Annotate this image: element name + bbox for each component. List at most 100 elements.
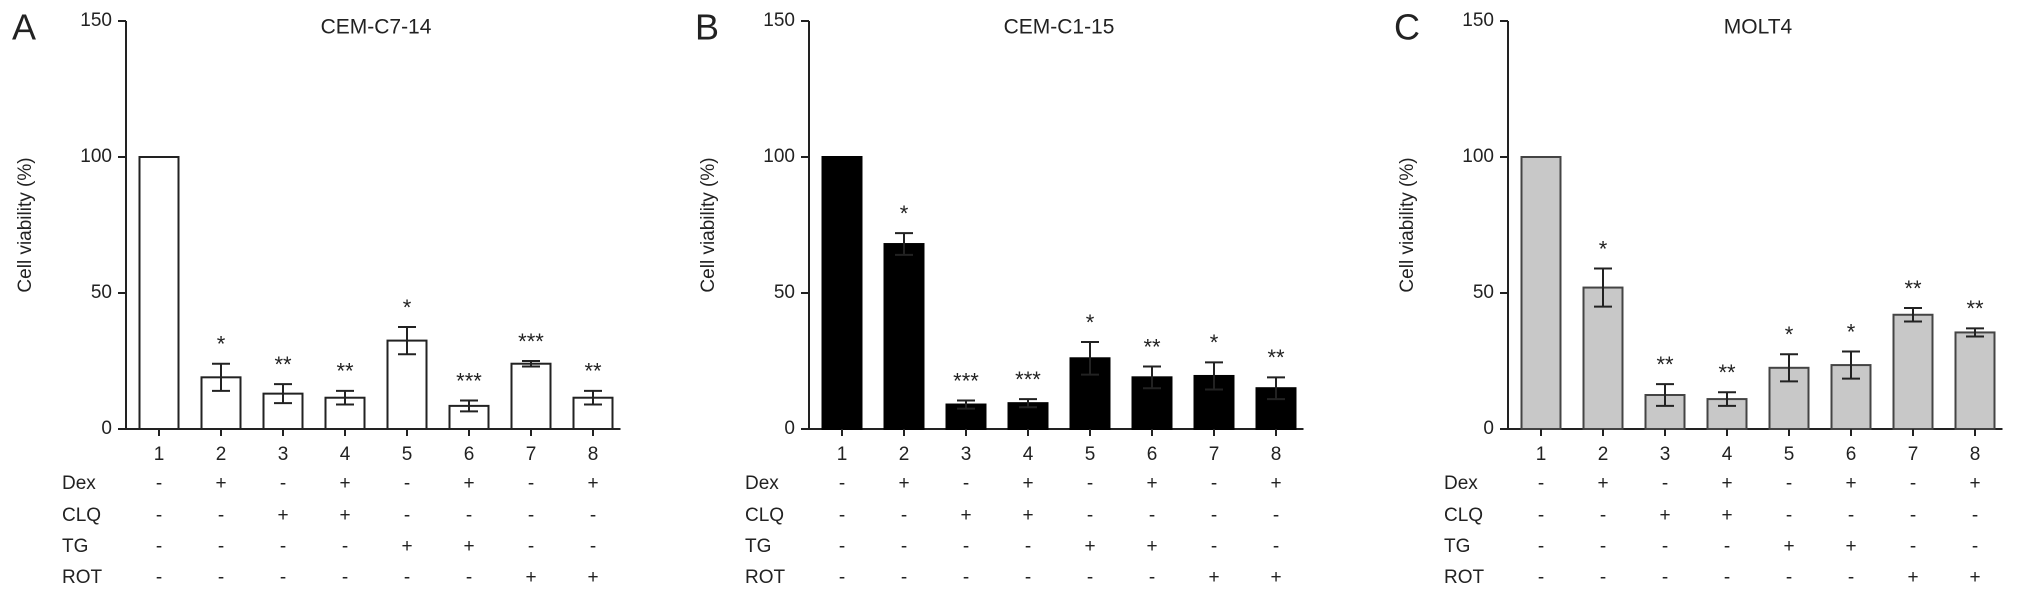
treatment-sign: - (1600, 567, 1606, 588)
x-tick-label: 5 (402, 444, 413, 465)
treatment-sign: - (404, 473, 410, 494)
treatment-sign: - (156, 536, 162, 557)
x-tick-label: 4 (1722, 444, 1733, 465)
bar (883, 243, 925, 430)
bar (1520, 156, 1562, 430)
error-bar (1966, 327, 1984, 338)
x-tick-label: 5 (1085, 444, 1096, 465)
y-axis-label: Cell viability (%) (1397, 157, 1418, 292)
error-bar (1205, 361, 1223, 391)
error-bar (336, 389, 354, 406)
treatment-sign: - (839, 473, 845, 494)
significance-label: * (1847, 319, 1856, 344)
error-bar (1594, 267, 1612, 308)
treatment-sign: - (1786, 505, 1792, 526)
significance-label: ** (1143, 334, 1161, 359)
y-axis-label: Cell viability (%) (15, 157, 36, 292)
error-bar (1780, 353, 1798, 383)
panel: B CEM-C1-15 Cell viability (%) 0 50 100 150 1 2 *… (695, 7, 1304, 588)
x-tick-label: 3 (278, 444, 289, 465)
treatment-sign: - (1910, 505, 1916, 526)
treatment-sign: + (1969, 473, 1980, 494)
treatment-sign: - (1538, 473, 1544, 494)
treatment-sign: - (1662, 536, 1668, 557)
treatment-sign: + (1845, 473, 1856, 494)
significance-label: ** (584, 359, 602, 384)
treatment-name: Dex (1444, 473, 1478, 494)
x-tick-label: 2 (1598, 444, 1609, 465)
treatment-sign: - (1538, 505, 1544, 526)
y-tick-label: 0 (784, 418, 795, 439)
treatment-sign: + (1270, 473, 1281, 494)
treatment-sign: - (156, 505, 162, 526)
treatment-sign: - (963, 567, 969, 588)
y-tick-label: 0 (101, 418, 112, 439)
bar (1954, 331, 1996, 430)
treatment-sign: - (1910, 536, 1916, 557)
bar (1892, 313, 1934, 431)
treatment-sign: - (1662, 567, 1668, 588)
x-tick-label: 2 (899, 444, 910, 465)
treatment-sign: - (466, 567, 472, 588)
error-bar (1718, 391, 1736, 407)
bar (510, 362, 552, 430)
x-tick-label: 7 (1209, 444, 1220, 465)
significance-label: ** (1904, 276, 1922, 301)
treatment-sign: + (525, 567, 536, 588)
treatment-sign: + (1146, 536, 1157, 557)
treatment-sign: + (960, 505, 971, 526)
treatment-sign: + (1659, 505, 1670, 526)
error-bar (1019, 398, 1037, 409)
treatment-name: Dex (62, 473, 96, 494)
treatment-sign: - (1025, 567, 1031, 588)
treatment-sign: - (1600, 536, 1606, 557)
y-axis-label: Cell viability (%) (698, 157, 719, 292)
significance-label: * (403, 295, 412, 320)
error-bar (1143, 365, 1161, 390)
treatment-sign: - (1538, 567, 1544, 588)
error-bar (398, 326, 416, 356)
treatment-sign: + (1022, 505, 1033, 526)
x-tick-label: 8 (1271, 444, 1282, 465)
treatment-sign: - (590, 536, 596, 557)
error-bar (1904, 306, 1922, 323)
treatment-sign: - (839, 505, 845, 526)
treatment-sign: - (1087, 567, 1093, 588)
x-tick-label: 7 (1908, 444, 1919, 465)
treatment-sign: - (1211, 505, 1217, 526)
significance-label: * (1785, 322, 1794, 347)
treatment-sign: - (1910, 473, 1916, 494)
x-tick-label: 3 (961, 444, 972, 465)
y-tick-label: 100 (763, 146, 795, 167)
x-tick-label: 7 (526, 444, 537, 465)
treatment-sign: + (1721, 505, 1732, 526)
treatment-sign: + (1270, 567, 1281, 588)
treatment-name: TG (62, 536, 88, 557)
treatment-sign: + (1783, 536, 1794, 557)
significance-label: ** (1267, 345, 1285, 370)
treatment-sign: - (1786, 567, 1792, 588)
treatment-sign: - (963, 473, 969, 494)
bar (821, 156, 863, 430)
x-tick-label: 8 (1970, 444, 1981, 465)
x-tick-label: 1 (837, 444, 848, 465)
panel-letter: A (12, 7, 36, 48)
treatment-sign: + (401, 536, 412, 557)
treatment-sign: + (1845, 536, 1856, 557)
treatment-sign: + (587, 473, 598, 494)
treatment-sign: - (1273, 536, 1279, 557)
treatment-sign: + (1084, 536, 1095, 557)
y-tick-label: 50 (774, 282, 795, 303)
x-tick-label: 6 (464, 444, 475, 465)
significance-label: ** (336, 359, 354, 384)
chart-title: MOLT4 (1724, 16, 1793, 39)
treatment-sign: - (1149, 567, 1155, 588)
bar (138, 156, 180, 430)
treatment-sign: + (339, 473, 350, 494)
treatment-name: ROT (745, 567, 786, 588)
treatment-sign: - (280, 473, 286, 494)
treatment-sign: - (1600, 505, 1606, 526)
treatment-sign: - (218, 536, 224, 557)
treatment-sign: + (898, 473, 909, 494)
panel-letter: C (1394, 7, 1420, 48)
